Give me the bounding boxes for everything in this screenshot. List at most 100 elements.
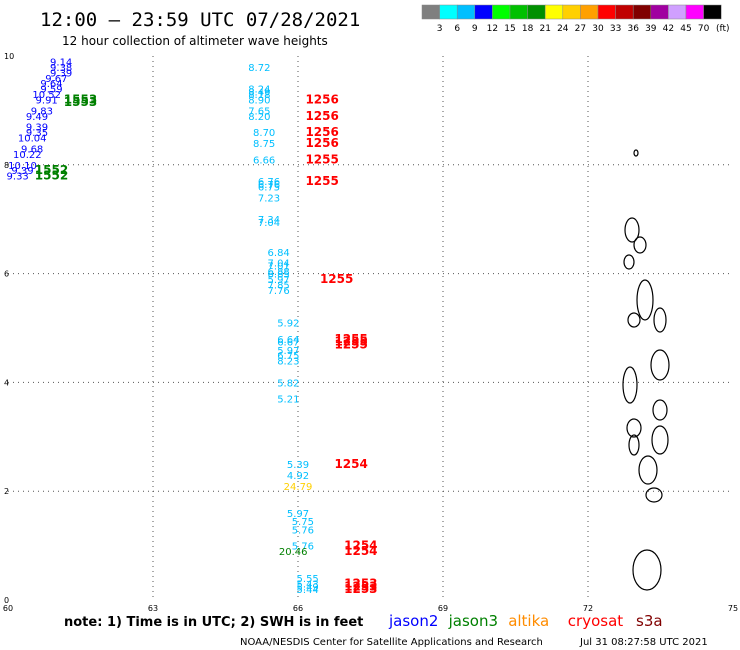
island-outline — [627, 312, 641, 328]
colorbar-swatch — [685, 4, 704, 20]
wave-height-label: 9.68 — [21, 144, 43, 155]
island-outline — [624, 217, 640, 243]
colorbar-label: 70 — [698, 24, 710, 34]
wave-height-label: 8.20 — [248, 112, 270, 123]
colorbar-label: 33 — [610, 24, 621, 34]
island-outline — [622, 366, 638, 404]
wave-height-label: 1256 — [305, 125, 338, 139]
y-tick-label: 6 — [4, 270, 9, 279]
x-tick-label: 69 — [438, 604, 448, 613]
wave-height-label: 5.97 — [277, 346, 299, 357]
island-outline — [623, 254, 635, 270]
wave-height-label: 6.75 — [277, 351, 299, 362]
wave-height-label: 5.21 — [277, 395, 299, 406]
colorbar-swatch — [650, 4, 669, 20]
x-tick-label: 72 — [583, 604, 593, 613]
wave-height-label: 1255 — [334, 332, 367, 346]
wave-height-label: 9.35 — [26, 128, 48, 139]
colorbar-label: 6 — [454, 24, 460, 34]
colorbar-unit: (ft) — [716, 24, 730, 34]
y-tick-label: 8 — [4, 161, 9, 170]
y-tick-label: 2 — [4, 487, 9, 496]
wave-height-label: 24.79 — [284, 482, 313, 493]
wave-height-label: 5.49 — [297, 582, 319, 593]
wave-height-label: 5.97 — [287, 509, 309, 520]
wave-height-label: 10.52 — [32, 90, 61, 101]
wave-height-label: 1552 — [35, 163, 68, 177]
legend-entry: cryosat — [568, 612, 623, 630]
colorbar-label: 15 — [504, 24, 515, 34]
colorbar-label: 42 — [663, 24, 674, 34]
y-tick-label: 0 — [4, 596, 9, 605]
wave-height-label: 8.49 — [248, 87, 270, 98]
x-tick-label: 75 — [728, 604, 738, 613]
wave-height-label: 6.76 — [258, 177, 280, 188]
wave-height-label: 1253 — [344, 579, 377, 593]
plot-area: 60 63 66 69 72 7502468109.149.389.399.679.649… — [3, 52, 738, 613]
wave-height-label: 1255 — [334, 337, 367, 351]
coastline — [622, 149, 670, 591]
footer-timestamp: Jul 31 08:27:58 UTC 2021 — [579, 637, 708, 648]
y-tick-label: 4 — [4, 378, 9, 387]
island-outline — [628, 434, 640, 456]
colorbar-swatch — [580, 4, 599, 20]
colorbar-swatch — [509, 4, 528, 20]
wave-height-label: 9.14 — [50, 57, 72, 68]
colorbar-label: 27 — [575, 24, 586, 34]
colorbar-label: 21 — [539, 24, 550, 34]
wave-height-label: 9.67 — [45, 74, 67, 85]
colorbar-swatch — [703, 4, 722, 20]
chart-subtitle: 12 hour collection of altimeter wave hei… — [62, 34, 328, 48]
wave-height-label: 1255 — [305, 152, 338, 166]
wave-height-label: 8.24 — [248, 85, 270, 96]
colorbar-swatch — [439, 4, 458, 20]
colorbar-label: 24 — [557, 24, 569, 34]
wave-height-label: 1255 — [334, 335, 367, 349]
island-outline — [633, 236, 647, 254]
wave-height-label: 5.43 — [297, 580, 319, 591]
footer-note: note: 1) Time is in UTC; 2) SWH is in fe… — [64, 615, 363, 630]
satellite-legend: jason2 jason3 altika cryosat s3a — [388, 612, 663, 630]
wave-height-label: 1254 — [344, 544, 377, 558]
wave-height-label: 7.04 — [258, 218, 280, 229]
wave-height-label: 9.83 — [31, 106, 53, 117]
colorbar-swatch — [474, 4, 493, 20]
wave-height-label: 7.76 — [268, 286, 290, 297]
x-tick-label: 60 — [3, 604, 13, 613]
island-outline — [651, 425, 669, 455]
wave-height-label: 9.39 — [26, 123, 48, 134]
wave-height-label: 20.46 — [279, 547, 308, 558]
island-outline — [633, 149, 639, 157]
footer-credit: NOAA/NESDIS Center for Satellite Applica… — [240, 637, 543, 648]
wave-height-label: 5.97 — [268, 275, 290, 286]
wave-height-label: 8.23 — [277, 357, 299, 368]
wave-height-label: 6.88 — [268, 267, 290, 278]
wave-height-label: 9.39 — [50, 68, 72, 79]
colorbar-swatch — [492, 4, 511, 20]
wave-height-label: 9.91 — [36, 96, 58, 107]
wave-height-label: 6.84 — [268, 248, 290, 259]
wave-height-label: 10.10 — [8, 161, 37, 172]
colorbar-swatch — [456, 4, 476, 20]
wave-height-label: 5.44 — [297, 585, 319, 596]
wave-height-label: 6.64 — [277, 335, 299, 346]
island-outline — [626, 418, 642, 438]
wave-height-label: 1553 — [64, 95, 97, 109]
wave-height-label: 1255 — [305, 174, 338, 188]
wave-height-label: 9.49 — [26, 112, 48, 123]
wave-height-label: 1256 — [305, 93, 338, 107]
colorbar-label: 36 — [627, 24, 639, 34]
wave-height-label: 1255 — [320, 272, 353, 286]
colorbar-label: 39 — [645, 24, 657, 34]
wave-height-label: 9.59 — [40, 85, 62, 96]
wave-height-label: 1553 — [64, 93, 97, 107]
colorbar-label: 9 — [472, 24, 478, 34]
colorbar-swatch — [597, 4, 616, 20]
wave-height-label: 1254 — [334, 457, 367, 471]
x-tick-label: 63 — [148, 604, 158, 613]
wave-height-label: 6.67 — [277, 338, 299, 349]
colorbar-swatch — [421, 4, 440, 20]
island-outline — [645, 487, 663, 503]
wave-height-label: 7.23 — [258, 193, 280, 204]
